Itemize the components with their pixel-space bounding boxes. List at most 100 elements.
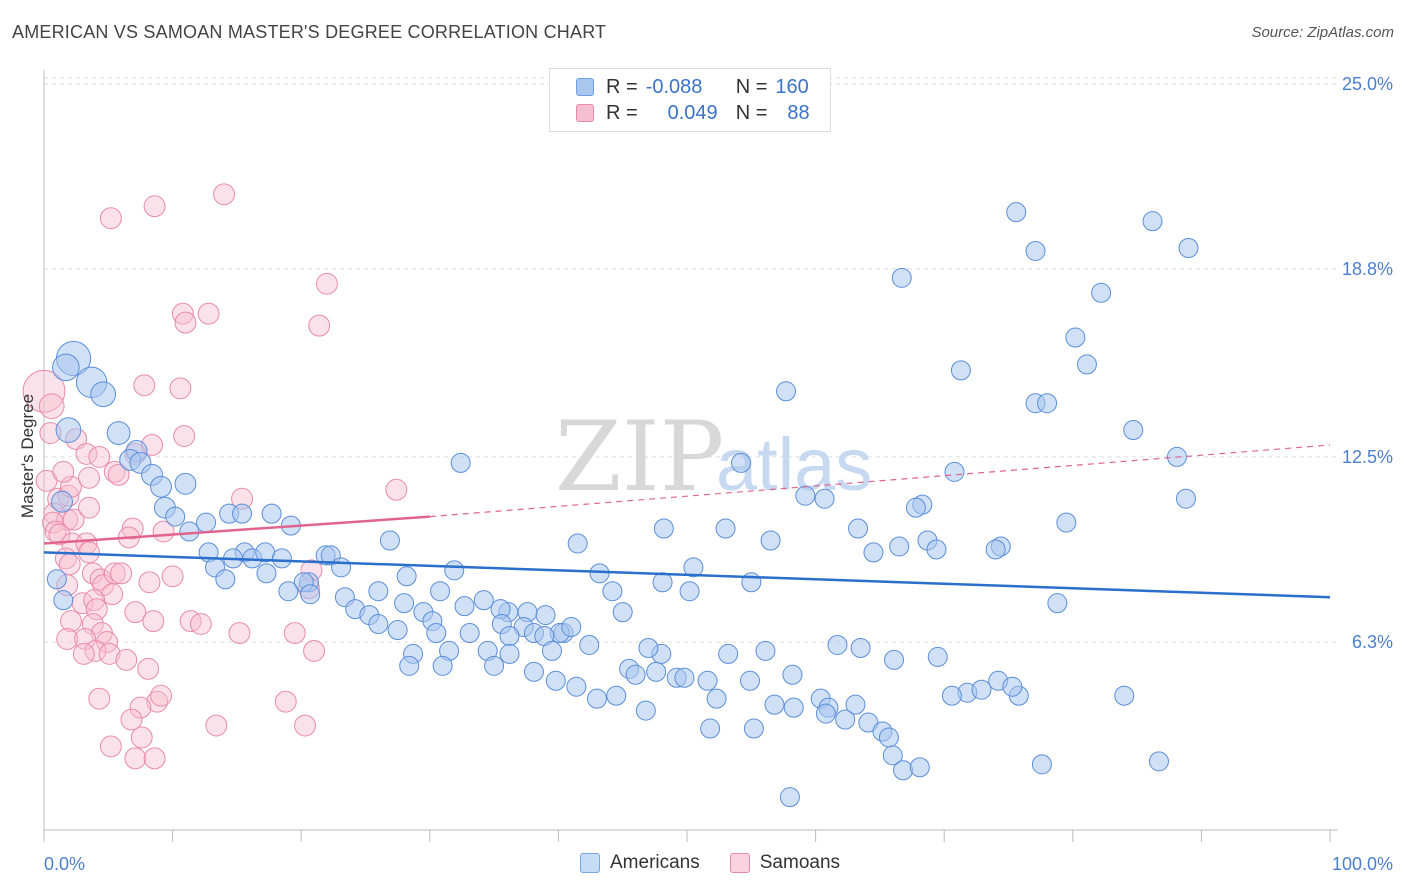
american-point xyxy=(706,688,727,709)
american-point xyxy=(179,521,200,542)
samoan-point xyxy=(56,628,79,650)
samoan-point xyxy=(205,714,228,737)
y-axis-title: Master's Degree xyxy=(18,394,37,518)
american-point xyxy=(484,655,505,676)
american-point xyxy=(1148,751,1169,772)
samoan-point xyxy=(283,622,306,644)
samoan-point xyxy=(137,657,160,680)
american-point xyxy=(602,581,623,602)
samoan-point xyxy=(89,568,112,591)
samoan-point xyxy=(88,445,111,468)
samoan-point xyxy=(78,541,100,564)
samoans-swatch xyxy=(729,853,750,873)
american-point xyxy=(715,518,736,539)
american-point xyxy=(535,605,556,626)
legend-item-samoans[interactable]: Samoans xyxy=(729,852,840,874)
american-point xyxy=(909,757,930,778)
american-point xyxy=(379,530,400,551)
american-point xyxy=(387,620,408,641)
legend-item-americans[interactable]: Americans xyxy=(580,852,700,874)
samoan-point xyxy=(62,508,85,531)
watermark-zip: ZIP xyxy=(555,401,724,513)
american-point xyxy=(683,557,704,578)
samoan-point xyxy=(85,598,108,621)
legend-n-label: N = xyxy=(735,101,768,124)
samoans-trend-line xyxy=(43,515,430,545)
samoans-trend-extension xyxy=(429,444,1331,518)
american-point xyxy=(795,485,816,506)
american-point xyxy=(926,539,947,560)
american-point xyxy=(1047,593,1068,614)
american-point xyxy=(499,626,520,646)
samoan-point xyxy=(173,425,196,447)
american-point xyxy=(1037,393,1058,414)
american-point xyxy=(1091,282,1112,303)
american-point xyxy=(232,503,253,524)
watermark: ZIP atlas xyxy=(555,401,872,513)
american-point xyxy=(1002,676,1023,697)
y-tick-label: 12.5% xyxy=(1342,447,1393,467)
samoan-point xyxy=(120,708,143,731)
american-point xyxy=(331,557,352,578)
series-legend: Americans Samoans xyxy=(580,852,870,874)
samoan-point xyxy=(385,478,408,501)
american-point xyxy=(51,490,73,513)
y-tick-label: 25.0% xyxy=(1342,74,1393,94)
legend-n-value: 88 xyxy=(787,101,810,124)
samoan-point xyxy=(213,183,235,206)
american-point xyxy=(174,472,197,495)
samoan-point xyxy=(83,589,106,612)
axes xyxy=(43,70,1338,831)
american-point xyxy=(300,584,321,605)
trend-lines xyxy=(43,444,1331,599)
american-point xyxy=(835,709,856,730)
american-point xyxy=(90,381,117,408)
y-tick-labels: 6.3% 12.5% 18.8% 25.0% xyxy=(1342,74,1393,652)
samoan-point xyxy=(174,311,197,334)
american-point xyxy=(579,634,600,655)
samoan-point xyxy=(143,747,166,770)
american-point xyxy=(927,646,948,667)
american-point xyxy=(561,617,582,638)
samoan-point xyxy=(121,517,144,540)
samoan-point xyxy=(197,302,220,325)
american-point xyxy=(52,353,80,382)
american-point xyxy=(432,655,453,676)
samoan-point xyxy=(142,610,165,633)
american-point xyxy=(779,787,800,808)
legend-n-value: 160 xyxy=(775,75,809,98)
samoan-point xyxy=(52,460,75,483)
x-tick-label: 0.0% xyxy=(44,854,85,874)
american-point xyxy=(426,623,447,644)
samoan-point xyxy=(308,314,331,337)
american-point xyxy=(55,417,82,443)
samoan-point xyxy=(99,207,122,230)
samoan-point xyxy=(75,442,98,465)
american-point xyxy=(399,655,420,676)
samoan-point xyxy=(315,272,338,295)
american-point xyxy=(454,596,475,617)
x-tick-labels: 0.0% 100.0% xyxy=(44,854,1393,874)
samoan-point xyxy=(143,195,166,218)
american-point xyxy=(814,488,835,509)
american-point xyxy=(731,452,752,473)
american-point xyxy=(893,760,914,781)
samoan-point xyxy=(60,610,82,633)
american-point xyxy=(941,685,962,706)
american-point xyxy=(944,461,965,482)
samoan-point xyxy=(78,466,100,489)
samoan-point xyxy=(189,613,212,636)
samoan-point xyxy=(78,496,100,519)
y-tick-label: 6.3% xyxy=(1352,632,1393,652)
american-point xyxy=(653,518,674,539)
american-point xyxy=(459,623,480,644)
legend-swatch-americans xyxy=(576,78,594,96)
american-point xyxy=(150,475,172,498)
americans-swatch xyxy=(580,853,600,873)
american-point xyxy=(882,745,903,766)
american-point xyxy=(950,360,971,381)
american-point xyxy=(635,700,656,721)
y-tick-label: 18.8% xyxy=(1342,259,1393,279)
samoan-point xyxy=(171,302,194,325)
